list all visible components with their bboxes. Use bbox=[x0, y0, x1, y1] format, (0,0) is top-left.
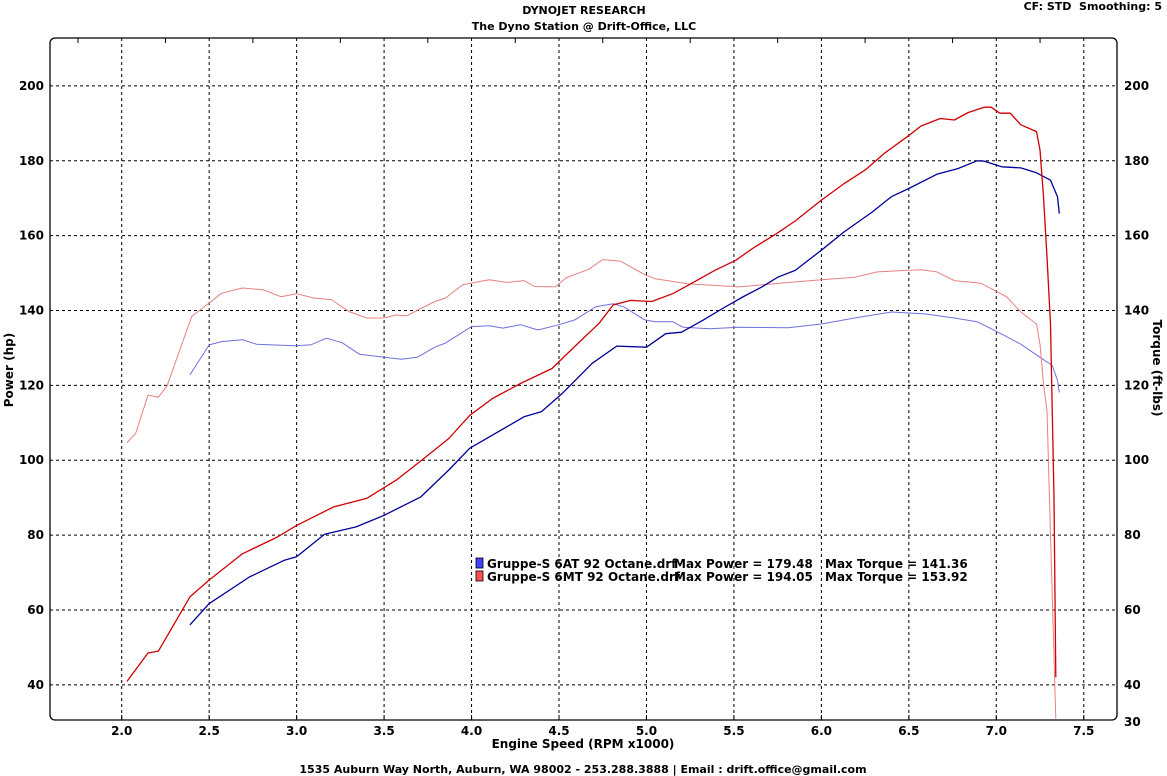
y2-tick-label: 160 bbox=[1124, 229, 1149, 243]
tick-labels: 2.0 2.5 3.0 3.5 4.0 4.5 5.0 5.5 6.0 6.5 7.0 7.5 40 60… bbox=[19, 79, 1149, 738]
x-tick-label: 7.0 bbox=[986, 724, 1007, 738]
x-tick-label: 4.0 bbox=[461, 724, 482, 738]
series-line-gruppe-s-6mt-92-octane-drf-power bbox=[126, 106, 1057, 682]
legend: Gruppe-S 6AT 92 Octane.drf Max Power = 1… bbox=[475, 557, 968, 584]
y-tick-label: 60 bbox=[27, 603, 44, 617]
x-tick-label: 5.5 bbox=[723, 724, 744, 738]
x-tick-label: 2.5 bbox=[199, 724, 220, 738]
y2-tick-label: 180 bbox=[1124, 154, 1149, 168]
x-tick-label: 7.5 bbox=[1073, 724, 1094, 738]
y-tick-label: 140 bbox=[19, 304, 44, 318]
y2-tick-label: 140 bbox=[1124, 304, 1149, 318]
y2-axis-label: Torque (ft-lbs) bbox=[1150, 320, 1164, 417]
legend-torque-6at: Max Torque = 141.36 bbox=[825, 557, 968, 571]
legend-name-6mt: Gruppe-S 6MT 92 Octane.drf bbox=[487, 570, 681, 584]
plot-frame bbox=[49, 37, 1118, 721]
y-tick-label: 180 bbox=[19, 154, 44, 168]
x-axis-label: Engine Speed (RPM x1000) bbox=[492, 737, 675, 751]
y2-tick-label: 40 bbox=[1124, 678, 1141, 692]
chart-title: DYNOJET RESEARCH bbox=[522, 4, 645, 17]
x-tick-label: 3.5 bbox=[373, 724, 394, 738]
series-layer bbox=[126, 106, 1060, 719]
grid bbox=[50, 38, 1117, 720]
x-tick-label: 5.0 bbox=[636, 724, 657, 738]
legend-power-6mt: Max Power = 194.05 bbox=[674, 570, 813, 584]
y-tick-label: 200 bbox=[19, 79, 44, 93]
y2-tick-label: 120 bbox=[1124, 378, 1149, 392]
y-tick-label: 80 bbox=[27, 528, 44, 542]
legend-name-6at: Gruppe-S 6AT 92 Octane.drf bbox=[487, 557, 677, 571]
legend-torque-6mt: Max Torque = 153.92 bbox=[825, 570, 968, 584]
y2-tick-label: 80 bbox=[1124, 528, 1141, 542]
x-tick-label: 4.5 bbox=[548, 724, 569, 738]
x-tick-label: 2.0 bbox=[111, 724, 132, 738]
y-tick-label: 160 bbox=[19, 229, 44, 243]
x-tick-label: 3.0 bbox=[286, 724, 307, 738]
x-tick-label: 6.0 bbox=[811, 724, 832, 738]
settings-label: CF: STD Smoothing: 5 bbox=[1024, 0, 1162, 13]
y-tick-label: 40 bbox=[27, 678, 44, 692]
footer-contact: 1535 Auburn Way North, Auburn, WA 98002 … bbox=[299, 763, 866, 776]
y2-tick-label: 60 bbox=[1124, 603, 1141, 617]
legend-swatch-6at bbox=[475, 557, 484, 569]
chart-subtitle: The Dyno Station @ Drift-Office, LLC bbox=[472, 20, 696, 33]
x-tick-label: 6.5 bbox=[898, 724, 919, 738]
y2-tick-label: 100 bbox=[1124, 453, 1149, 467]
legend-power-6at: Max Power = 179.48 bbox=[674, 557, 813, 571]
series-line-gruppe-s-6at-92-octane-drf-torque bbox=[189, 303, 1060, 393]
y2-tick-label: 200 bbox=[1124, 79, 1149, 93]
y-axis-label: Power (hp) bbox=[2, 333, 16, 407]
y2-tick-label: 30 bbox=[1124, 715, 1141, 729]
series-line-gruppe-s-6at-92-octane-drf-power bbox=[189, 160, 1060, 626]
y-tick-label: 100 bbox=[19, 453, 44, 467]
legend-swatch-6mt bbox=[475, 570, 484, 582]
series-line-gruppe-s-6mt-92-octane-drf-torque bbox=[126, 259, 1057, 719]
y-tick-label: 120 bbox=[19, 378, 44, 392]
